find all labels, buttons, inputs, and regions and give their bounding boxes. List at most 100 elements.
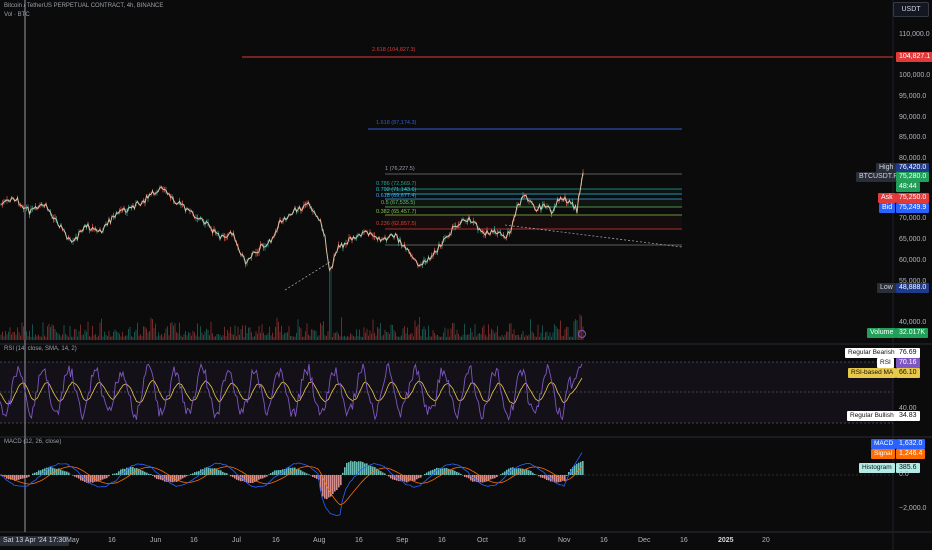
bid-label: Bid <box>879 203 896 213</box>
histogram-label: Histogram <box>859 463 895 473</box>
histogram-value-tag: 385.6 <box>896 463 920 473</box>
macd-histogram-bar <box>578 462 580 475</box>
macd-histogram-bar <box>358 461 360 475</box>
price-tick: 70,000.0 <box>899 215 927 222</box>
macd-histogram-bar <box>526 469 528 475</box>
macd-histogram-bar <box>574 465 576 475</box>
macd-histogram-bar <box>42 469 44 475</box>
macd-histogram-bar <box>278 470 280 475</box>
macd-histogram-bar <box>144 471 146 475</box>
low-value-tag: 48,888.0 <box>896 283 930 293</box>
macd-histogram-bar <box>400 475 402 482</box>
macd-histogram-bar <box>384 473 386 475</box>
macd-histogram-bar <box>514 467 516 475</box>
rsi-ma-label: RSI-based MA <box>848 368 897 378</box>
macd-histogram-bar <box>338 475 340 488</box>
macd-histogram-bar <box>304 472 306 475</box>
macd-histogram-bar <box>344 467 346 475</box>
macd-histogram-bar <box>284 469 286 475</box>
currency-button[interactable]: USDT <box>893 2 929 17</box>
macd-histogram-bar <box>146 472 148 475</box>
macd-histogram-bar <box>290 468 292 475</box>
fib-label-0618: 0.618 (69,677.4) <box>376 193 417 199</box>
macd-histogram-bar <box>460 473 462 475</box>
macd-histogram-bar <box>12 475 14 480</box>
macd-histogram-bar <box>18 475 20 480</box>
macd-histogram-bar <box>16 475 18 480</box>
fib-zone-0786 <box>385 189 682 194</box>
macd-histogram-bar <box>364 463 366 475</box>
macd-histogram-bar <box>204 467 206 475</box>
rsi-value-tag: 70.16 <box>896 358 920 368</box>
macd-histogram-bar <box>202 469 204 475</box>
dotted-trendline-left[interactable] <box>284 261 331 291</box>
macd-histogram-bar <box>408 475 410 482</box>
macd-histogram-bar <box>286 467 288 475</box>
macd-histogram-bar <box>92 475 94 483</box>
macd-signal-line <box>0 466 583 506</box>
macd-histogram-bar <box>222 471 224 475</box>
time-tick: 16 <box>108 537 116 544</box>
macd-histogram-bar <box>420 475 422 478</box>
macd-histogram-bar <box>486 475 488 482</box>
macd-histogram-bar <box>378 470 380 475</box>
macd-header[interactable]: MACD (12, 26, close) <box>4 439 62 445</box>
time-tick: Jul <box>232 537 241 544</box>
macd-histogram-bar <box>72 475 74 476</box>
macd-histogram-bar <box>410 475 412 481</box>
macd-histogram-bar <box>180 475 182 480</box>
macd-histogram-bar <box>538 475 540 477</box>
macd-histogram-bar <box>562 475 564 481</box>
macd-histogram-bar <box>194 472 196 475</box>
macd-histogram-bar <box>558 475 560 483</box>
fib-label-1618: 1.618 (87,174.3) <box>376 120 417 126</box>
macd-histogram-bar <box>530 470 532 475</box>
macd-histogram-bar <box>90 475 92 483</box>
macd-histogram-bar <box>330 475 332 497</box>
time-tick: 16 <box>438 537 446 544</box>
volume-value-tag: 32.017K <box>896 328 929 338</box>
macd-histogram-bar <box>148 473 150 475</box>
macd-histogram-bar <box>392 475 394 480</box>
macd-histogram-bar <box>68 472 70 475</box>
macd-histogram-bar <box>288 467 290 475</box>
macd-histogram-bar <box>196 471 198 475</box>
high-label: High <box>876 163 897 173</box>
macd-histogram-bar <box>342 472 344 475</box>
macd-histogram-bar <box>532 472 534 475</box>
macd-histogram-bar <box>50 466 52 475</box>
macd-histogram-bar <box>36 472 38 475</box>
macd-histogram-bar <box>216 468 218 475</box>
macd-histogram-bar <box>546 475 548 480</box>
macd-histogram-bar <box>136 468 138 475</box>
fib-extension-drawing[interactable] <box>242 56 893 246</box>
volume-marker-icon[interactable] <box>578 330 586 338</box>
macd-histogram-bar <box>40 470 42 475</box>
symbol-header[interactable]: Bitcoin / TetherUS PERPETUAL CONTRACT, 4… <box>4 3 164 9</box>
regular-bearish-value: 76.69 <box>896 348 920 358</box>
fib-label-0382: 0.382 (65,457.7) <box>376 209 417 215</box>
macd-histogram-bar <box>260 475 262 479</box>
macd-histogram-bar <box>84 475 86 482</box>
macd-histogram-bar <box>418 475 420 479</box>
macd-histogram-bar <box>340 475 342 486</box>
volume-header[interactable]: Vol · BTC <box>4 12 30 18</box>
time-tick: 16 <box>272 537 280 544</box>
macd-histogram-bar <box>126 467 128 475</box>
macd-histogram-bar <box>548 475 550 481</box>
macd-histogram-bar <box>272 471 274 475</box>
fib-label-0702: 0.702 (71,143.6) <box>376 187 417 193</box>
macd-histogram-bar <box>522 468 524 475</box>
macd-histogram-bar <box>82 475 84 481</box>
macd-histogram-bar <box>112 473 114 475</box>
macd-histogram-bar <box>466 475 468 478</box>
macd-histogram-bar <box>150 474 152 475</box>
rsi-header[interactable]: RSI (14, close, SMA, 14, 2) <box>4 346 77 352</box>
macd-histogram-bar <box>552 475 554 482</box>
dotted-trendline-right[interactable] <box>504 224 683 248</box>
macd-histogram-bar <box>480 475 482 483</box>
macd-histogram-bar <box>316 475 318 479</box>
macd-histogram-bar <box>254 475 256 482</box>
